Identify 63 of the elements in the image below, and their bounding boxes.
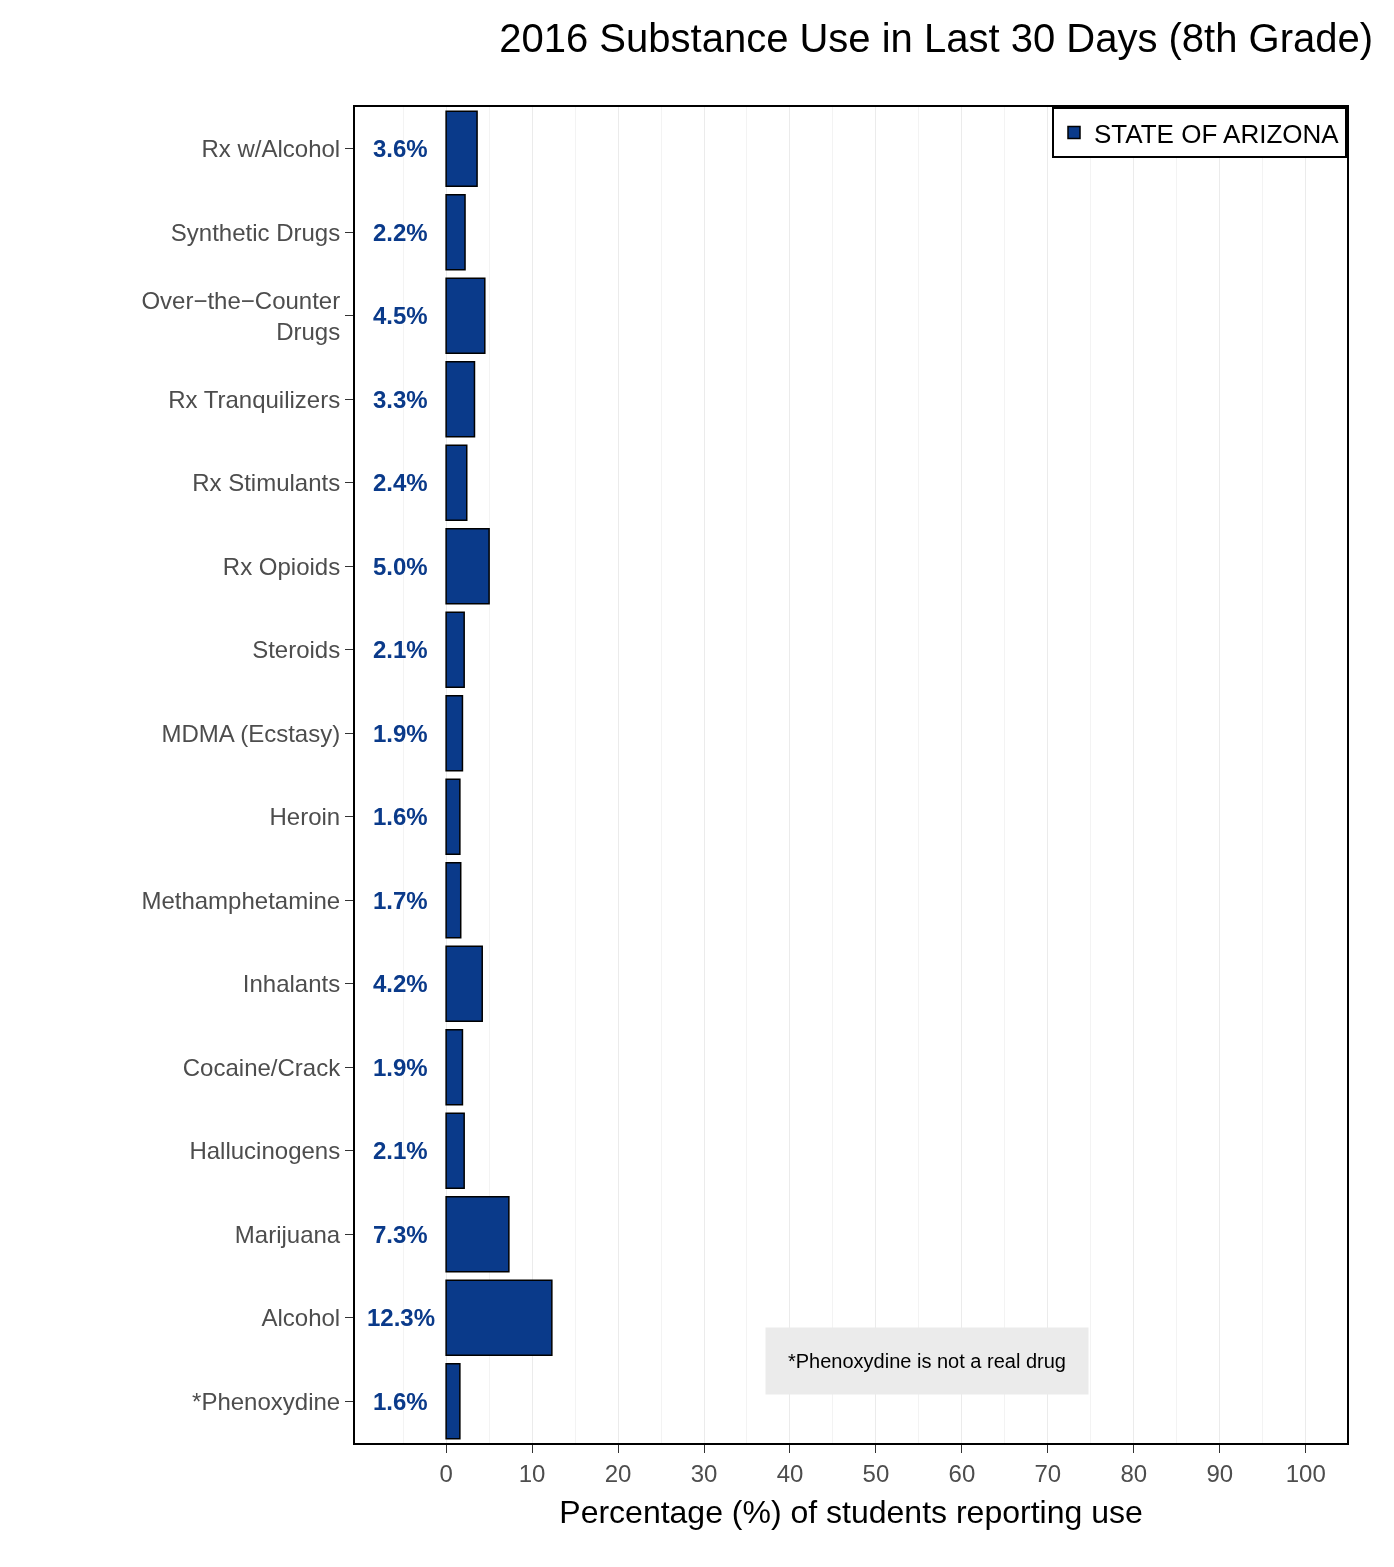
data-label: 5.0%: [373, 553, 428, 580]
x-tick-label: 40: [776, 1459, 804, 1487]
y-tick-label: Methamphetamine: [141, 886, 341, 914]
x-tick-label: 80: [1120, 1459, 1148, 1487]
bar: [445, 1195, 510, 1273]
bar: [445, 861, 462, 939]
data-label: 1.9%: [373, 1054, 428, 1081]
y-tick-label: Rx w/Alcohol: [201, 135, 341, 163]
y-tick-label: MDMA (Ecstasy): [161, 719, 341, 747]
y-tick-label: Rx Tranquilizers: [168, 385, 341, 413]
y-tick-label: Cocaine/Crack: [182, 1053, 342, 1081]
data-label: 1.6%: [373, 803, 428, 830]
bar: [445, 1028, 464, 1106]
data-label: 4.2%: [373, 970, 428, 997]
bar: [445, 778, 461, 856]
x-axis-title: Percentage (%) of students reporting use: [559, 1494, 1143, 1531]
bar: [445, 110, 478, 188]
x-tick-label: 60: [948, 1459, 976, 1487]
bar: [445, 444, 468, 522]
y-tick-label: Rx Opioids: [222, 552, 341, 580]
data-label: 3.3%: [373, 386, 428, 413]
y-tick-label: Alcohol: [261, 1304, 341, 1332]
y-tick-label: Synthetic Drugs: [170, 218, 341, 246]
bar: [445, 945, 483, 1023]
x-tick-label: 50: [862, 1459, 890, 1487]
x-tick-label: 0: [439, 1459, 453, 1487]
data-label: 2.1%: [373, 636, 428, 663]
data-label: 2.2%: [373, 219, 428, 246]
x-tick-label: 70: [1034, 1459, 1062, 1487]
x-tick-label: 20: [604, 1459, 632, 1487]
bar: [445, 1362, 461, 1440]
x-tick-label: 100: [1285, 1459, 1326, 1487]
bar: [445, 1279, 553, 1357]
y-tick-label: Rx Stimulants: [192, 469, 341, 497]
bar: [445, 277, 486, 355]
data-label: 1.7%: [373, 887, 428, 914]
bar: [445, 611, 465, 689]
y-tick-label: Heroin: [269, 803, 341, 831]
x-tick-label: 10: [518, 1459, 546, 1487]
data-label: 7.3%: [373, 1221, 428, 1248]
data-label: 1.6%: [373, 1388, 428, 1415]
bar: [445, 360, 476, 438]
y-tick-label: Over−the−Counter Drugs: [141, 286, 341, 345]
data-label: 2.1%: [373, 1137, 428, 1164]
bar: [445, 193, 466, 271]
data-label: 3.6%: [373, 135, 428, 162]
y-tick-label: Marijuana: [234, 1220, 341, 1248]
data-label: 4.5%: [373, 302, 428, 329]
legend-label: STATE OF ARIZONA: [1094, 118, 1340, 149]
chart-title: 2016 Substance Use in Last 30 Days (8th Grade): [499, 15, 1374, 60]
y-tick-label: Steroids: [252, 636, 341, 664]
y-tick-label: *Phenoxydine: [192, 1387, 341, 1415]
data-label: 12.3%: [367, 1304, 436, 1331]
bar: [445, 694, 464, 772]
y-tick-label: Inhalants: [242, 970, 341, 998]
bar: [445, 527, 490, 605]
annotation: *Phenoxydine is not a real drug: [788, 1350, 1066, 1372]
y-tick-label: Hallucinogens: [189, 1137, 341, 1165]
bar: [445, 1112, 465, 1190]
data-label: 1.9%: [373, 720, 428, 747]
data-label: 2.4%: [373, 469, 428, 496]
x-tick-label: 90: [1206, 1459, 1234, 1487]
x-tick-label: 30: [690, 1459, 718, 1487]
